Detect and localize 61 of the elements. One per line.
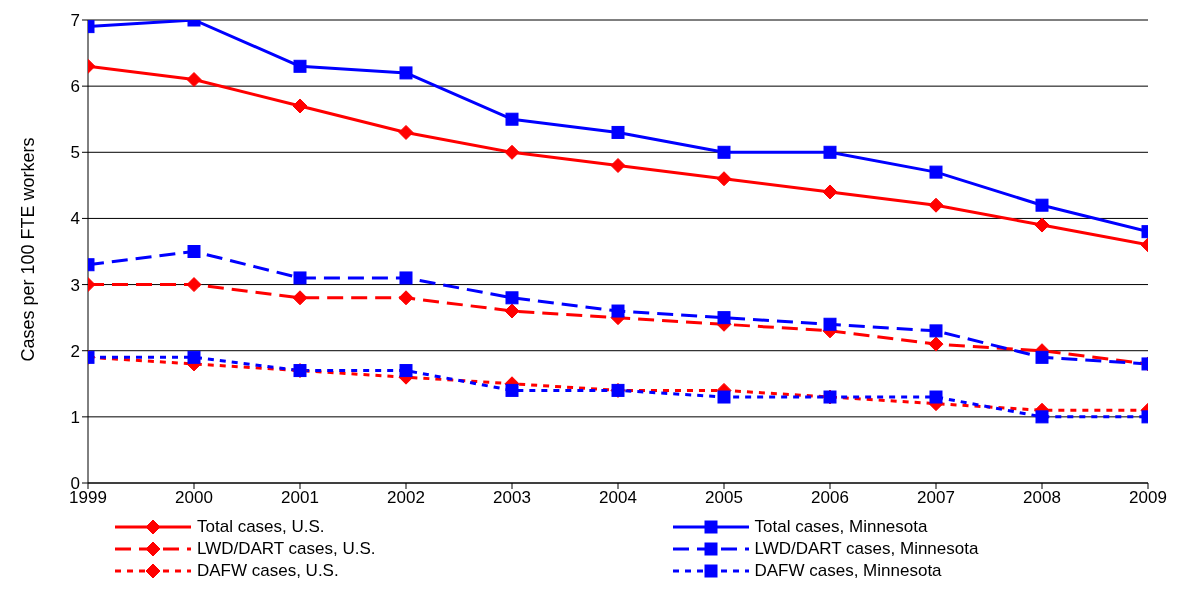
point: [399, 364, 413, 378]
point: [717, 311, 731, 325]
x-tick-label: 2006: [811, 488, 849, 508]
legend-label: Total cases, Minnesota: [754, 517, 928, 537]
point: [823, 145, 837, 159]
point: [610, 158, 626, 174]
point: [929, 390, 943, 404]
point: [186, 277, 202, 293]
x-tick-label: 2007: [917, 488, 955, 508]
point: [398, 290, 414, 306]
point: [187, 245, 201, 258]
point: [611, 125, 625, 139]
point: [398, 124, 414, 140]
point: [1034, 217, 1050, 233]
point: [505, 112, 519, 126]
point: [292, 98, 308, 114]
y-tick-label: 3: [70, 275, 80, 295]
x-tick-label: 2002: [387, 488, 425, 508]
point: [716, 171, 732, 187]
point: [928, 197, 944, 213]
point: [1035, 198, 1049, 212]
point: [929, 324, 943, 338]
x-tick-label: 2003: [493, 488, 531, 508]
x-tick-label: 2008: [1023, 488, 1061, 508]
y-tick-label: 7: [70, 11, 80, 31]
point: [929, 165, 943, 179]
point: [1035, 350, 1049, 364]
point: [293, 271, 307, 285]
point: [292, 290, 308, 306]
point: [823, 317, 837, 331]
point: [187, 350, 201, 364]
point: [399, 66, 413, 80]
point: [717, 145, 731, 159]
y-tick-label: 1: [70, 407, 80, 427]
x-tick-label: 2000: [175, 488, 213, 508]
legend-label: Total cases, U.S.: [197, 517, 325, 537]
point: [928, 336, 944, 352]
y-axis-title: Cases per 100 FTE workers: [18, 137, 39, 362]
point: [1035, 410, 1049, 424]
point: [505, 383, 519, 397]
point: [822, 184, 838, 200]
point: [293, 59, 307, 73]
legend-label: LWD/DART cases, U.S.: [197, 539, 376, 559]
x-tick-label: 2001: [281, 488, 319, 508]
x-tick-label: 2005: [705, 488, 743, 508]
point: [504, 303, 520, 319]
legend-label: LWD/DART cases, Minnesota: [754, 539, 979, 559]
y-tick-label: 2: [70, 341, 80, 361]
y-tick-label: 6: [70, 77, 80, 97]
legend-label: DAFW cases, U.S.: [197, 561, 339, 581]
point: [505, 291, 519, 305]
y-tick-label: 4: [70, 209, 80, 229]
x-tick-label: 2009: [1129, 488, 1167, 508]
x-tick-label: 2004: [599, 488, 637, 508]
point: [611, 304, 625, 318]
point: [399, 271, 413, 285]
legend-label: DAFW cases, Minnesota: [754, 561, 942, 581]
point: [504, 144, 520, 160]
y-tick-label: 5: [70, 143, 80, 163]
point: [186, 72, 202, 88]
point: [717, 390, 731, 404]
